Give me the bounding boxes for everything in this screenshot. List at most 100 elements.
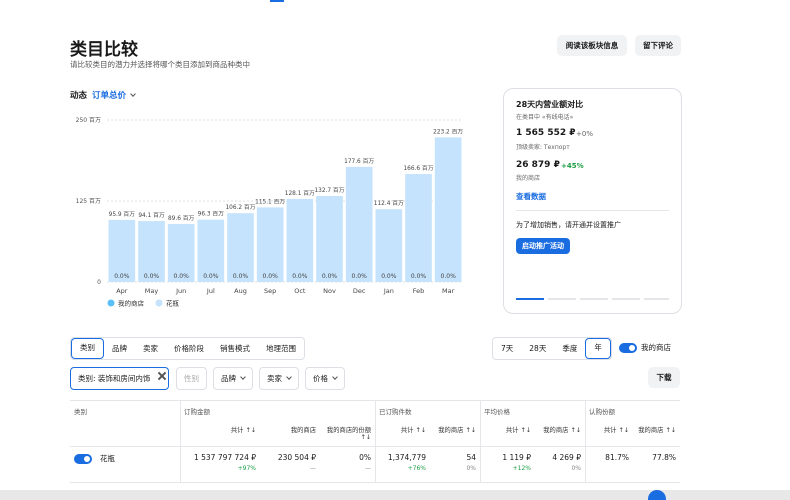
- page-dot[interactable]: [644, 298, 669, 300]
- table-line: [180, 400, 181, 482]
- value-label: 115.1 百万: [255, 198, 285, 205]
- x-tick-label: Mar: [442, 287, 455, 295]
- cell-change: +97%: [237, 465, 256, 472]
- value-label: 94.1 百万: [138, 212, 165, 219]
- x-tick-label: May: [145, 287, 159, 295]
- column-header: 共计 ↑↓: [603, 427, 629, 434]
- cell-change: —: [365, 465, 371, 472]
- share-label: 0.0%: [352, 273, 368, 280]
- y-tick-label: 250 百万: [76, 117, 101, 124]
- value-label: 166.6 百万: [403, 165, 433, 172]
- page-dot[interactable]: [580, 298, 608, 300]
- filter-chip[interactable]: 类别: 装饰和房间内饰: [70, 367, 170, 390]
- cell-change: 0%: [466, 465, 476, 472]
- divider: [516, 210, 669, 211]
- scrollbar: [0, 490, 790, 500]
- share-label: 0.0%: [441, 273, 457, 280]
- share-label: 0.0%: [144, 273, 160, 280]
- table-line: [480, 400, 481, 482]
- table-line: [375, 400, 376, 482]
- value-label: 128.1 百万: [285, 190, 315, 197]
- period[interactable]: 年: [585, 338, 611, 359]
- column-header: 我的商店 ↑↓: [638, 427, 676, 434]
- x-tick-label: Jun: [175, 287, 186, 295]
- legend-dot: [155, 299, 163, 307]
- tab[interactable]: 卖家: [143, 344, 158, 353]
- column-header: 我的商店: [290, 427, 316, 434]
- bar: [405, 174, 432, 282]
- period[interactable]: 7天: [501, 344, 514, 353]
- column-group: 订购金额: [184, 408, 210, 416]
- column-header: 共计 ↑↓: [230, 427, 256, 434]
- toggle[interactable]: [619, 343, 637, 353]
- bar: [138, 221, 165, 282]
- share-label: 0.0%: [174, 273, 190, 280]
- periods: 7天 28天 季度年: [492, 337, 612, 360]
- cell-value: 54: [466, 453, 476, 462]
- page-dot[interactable]: [548, 298, 576, 300]
- cell-value: 1,374,779: [387, 453, 426, 462]
- tab[interactable]: 价格阶段: [174, 344, 204, 353]
- card-my-change: +45%: [561, 162, 584, 170]
- column-header: 我的商店 ↑↓: [543, 427, 581, 434]
- x-tick-label: Aug: [234, 287, 247, 295]
- cell-value: 0%: [359, 453, 371, 462]
- feedback-button[interactable]: 留下评论: [635, 35, 681, 56]
- share-label: 0.0%: [292, 273, 308, 280]
- card-top-seller: 顶级卖家: Техпорт: [516, 144, 570, 151]
- tabs: 类别 品牌 卖家 价格阶段 销售模式 地理范围: [70, 337, 305, 360]
- row-toggle[interactable]: [74, 454, 92, 464]
- legend-dot: [107, 299, 115, 307]
- card-total-change: +0%: [576, 130, 593, 138]
- download-button[interactable]: 下载: [648, 367, 680, 388]
- share-label: 0.0%: [114, 273, 130, 280]
- metric-select[interactable]: 订单总价: [92, 89, 135, 101]
- tab[interactable]: 品牌: [112, 344, 127, 353]
- x-tick-label: Oct: [294, 287, 306, 295]
- card-my-label: 我的商店: [516, 175, 541, 182]
- metric-label: 动态: [70, 91, 88, 101]
- cell-change: +12%: [512, 465, 531, 472]
- filter[interactable]: 品牌: [213, 367, 253, 390]
- page-dot[interactable]: [516, 298, 544, 300]
- card-promo: 为了增加销售，请开通并设置推广: [516, 221, 621, 229]
- page-dot[interactable]: [612, 298, 640, 300]
- card-link[interactable]: 查看数据: [516, 192, 546, 201]
- value-label: 132.7 百万: [314, 187, 344, 194]
- filter[interactable]: 性别: [176, 367, 207, 390]
- card-title: 28天内营业额对比: [516, 100, 584, 109]
- share-label: 0.0%: [233, 273, 249, 280]
- column-header: 我的商店的份额 ↑↓: [326, 427, 371, 441]
- value-label: 112.4 百万: [374, 200, 404, 207]
- promo-button[interactable]: 启动推广活动: [516, 238, 570, 254]
- cell-change: —: [310, 465, 316, 472]
- bar: [108, 219, 136, 282]
- x-tick-label: Dec: [353, 287, 366, 295]
- filter[interactable]: 价格: [305, 367, 345, 390]
- row-name: 花瓶: [100, 454, 115, 463]
- tab[interactable]: 类别: [71, 338, 104, 359]
- tab[interactable]: 销售模式: [220, 344, 250, 353]
- bar: [227, 213, 254, 282]
- bar: [256, 207, 284, 282]
- info-button[interactable]: 阅读该板块信息: [557, 35, 627, 56]
- y-tick-label: 125 百万: [76, 198, 101, 205]
- toggle-label: 我的商店: [641, 343, 671, 352]
- fab[interactable]: [648, 490, 666, 500]
- filter[interactable]: 卖家: [259, 367, 299, 390]
- share-label: 0.0%: [203, 273, 219, 280]
- period[interactable]: 28天: [529, 344, 547, 353]
- tab[interactable]: 地理范围: [266, 344, 296, 353]
- share-label: 0.0%: [381, 273, 397, 280]
- bar: [345, 166, 373, 282]
- bar: [197, 219, 225, 282]
- card-context: 在类目中 «有线电话»: [516, 114, 574, 121]
- value-label: 177.6 百万: [344, 158, 374, 165]
- card-my: 26 879 ₽: [516, 160, 560, 170]
- period[interactable]: 季度: [562, 344, 578, 353]
- value-label: 95.9 百万: [109, 211, 136, 218]
- bar: [286, 198, 314, 282]
- x-tick-label: Jul: [206, 287, 215, 295]
- bar: [316, 196, 343, 282]
